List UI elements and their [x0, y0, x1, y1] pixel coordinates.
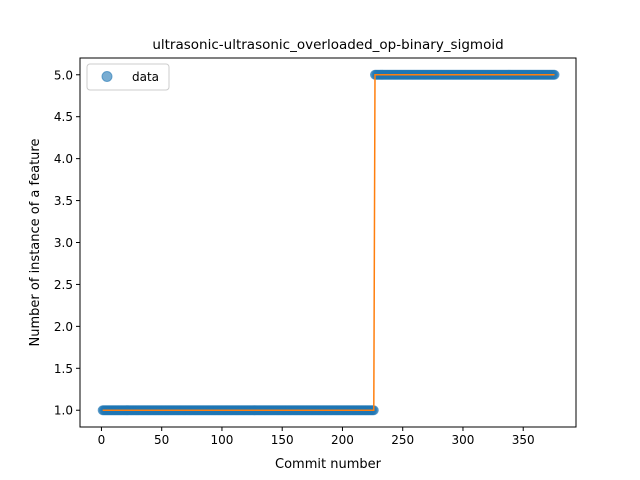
y-tick-label: 1.0 — [54, 404, 73, 418]
axes-frame — [79, 57, 577, 428]
plot-area — [97, 69, 560, 416]
x-tick-label: 250 — [391, 433, 414, 447]
y-tick-label: 2.0 — [54, 320, 73, 334]
legend-marker-data — [101, 71, 113, 82]
x-axis-label: Commit number — [275, 457, 382, 472]
y-tick-label: 3.5 — [54, 194, 73, 208]
legend: data — [86, 63, 170, 91]
x-axis: 0 50 100 150 200 250 300 350 — [98, 427, 535, 447]
x-tick-label: 100 — [211, 433, 234, 447]
legend-label-data: data — [132, 70, 159, 84]
y-tick-label: 5.0 — [54, 68, 73, 82]
x-tick-label: 150 — [271, 433, 294, 447]
x-tick-label: 300 — [452, 433, 475, 447]
x-tick-label: 350 — [512, 433, 535, 447]
y-tick-label: 4.5 — [54, 110, 73, 124]
legend-box — [86, 63, 170, 91]
y-tick-label: 1.5 — [54, 362, 73, 376]
y-tick-label: 4.0 — [54, 152, 73, 166]
y-axis: 1.0 1.5 2.0 2.5 3.0 3.5 4.0 4.5 5.0 — [54, 68, 80, 418]
x-tick-label: 50 — [154, 433, 169, 447]
y-tick-label: 3.0 — [54, 236, 73, 250]
series-line — [102, 74, 555, 411]
chart-title: ultrasonic-ultrasonic_overloaded_op-bina… — [152, 37, 503, 53]
y-axis-label: Number of instance of a feature — [28, 139, 43, 347]
x-tick-label: 0 — [98, 433, 106, 447]
y-tick-label: 2.5 — [54, 278, 73, 292]
x-tick-label: 200 — [331, 433, 354, 447]
